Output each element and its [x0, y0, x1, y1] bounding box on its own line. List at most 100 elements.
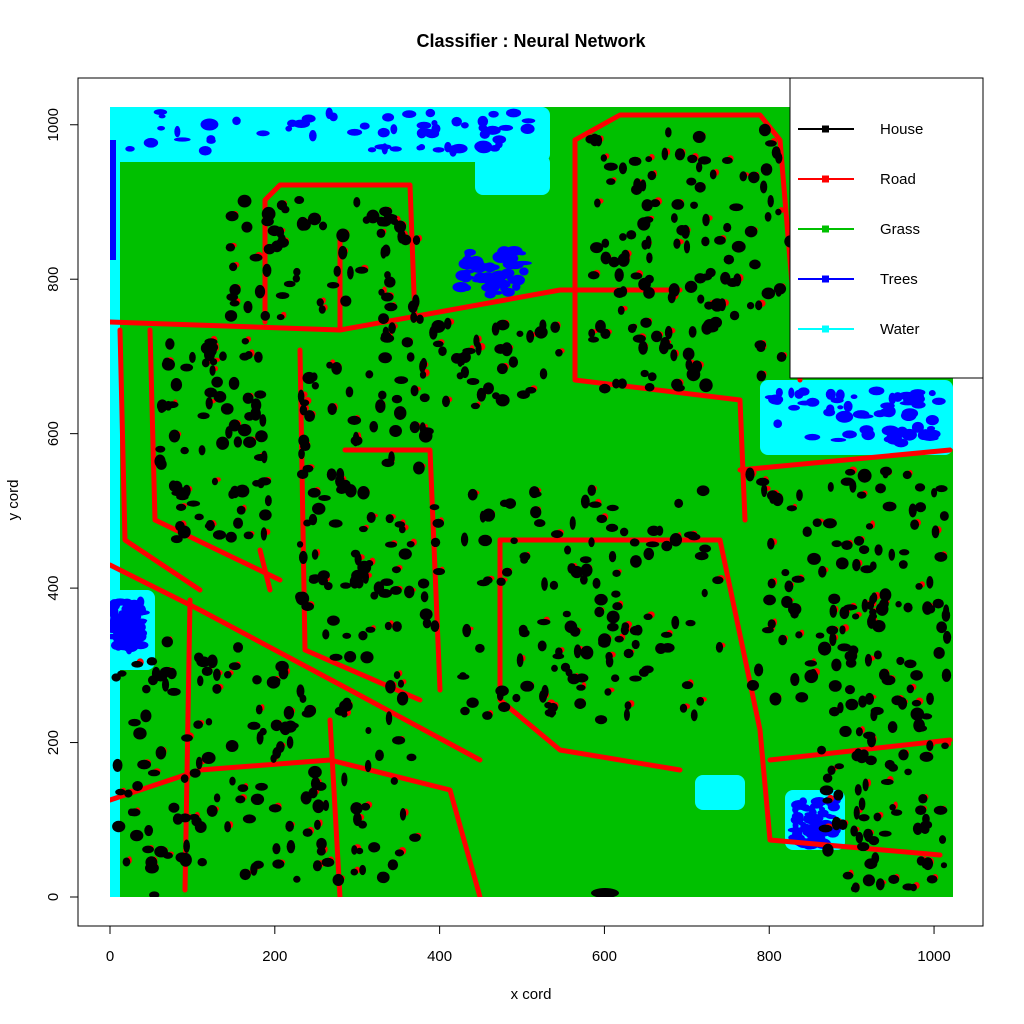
tree-speck — [206, 135, 216, 143]
house-blob — [709, 169, 717, 180]
house-blob — [765, 140, 777, 147]
house-blob — [773, 283, 787, 295]
house-blob — [919, 751, 934, 762]
y-tick-label: 400 — [45, 576, 62, 601]
house-blob — [268, 804, 282, 813]
house-blob — [608, 550, 617, 563]
house-blob — [406, 352, 415, 362]
house-blob — [375, 399, 386, 413]
x-tick-label: 800 — [757, 948, 782, 965]
house-blob — [316, 847, 326, 856]
house-blob — [564, 545, 572, 555]
tree-speck — [921, 434, 939, 441]
house-blob — [875, 602, 889, 616]
house-blob — [696, 696, 705, 706]
tree-speck — [498, 251, 507, 258]
house-blob — [756, 370, 767, 382]
house-blob — [679, 703, 688, 713]
house-blob — [912, 822, 923, 835]
house-blob — [580, 494, 590, 509]
house-blob — [398, 525, 406, 534]
house-blob — [837, 701, 844, 714]
legend-item-water: Water — [798, 321, 919, 338]
house-blob — [242, 814, 256, 824]
house-blob — [933, 805, 948, 815]
house-blob — [914, 724, 928, 732]
house-blob — [501, 567, 513, 577]
house-blob — [432, 340, 444, 348]
house-blob — [496, 363, 508, 375]
house-blob — [332, 873, 345, 886]
house-blob — [301, 601, 315, 611]
house-blob — [645, 541, 660, 548]
house-blob — [629, 675, 642, 682]
house-blob — [723, 222, 732, 233]
house-blob — [196, 656, 211, 668]
house-blob — [276, 200, 287, 211]
house-blob — [225, 739, 239, 753]
house-blob — [588, 328, 596, 338]
tree-speck — [795, 805, 804, 810]
house-blob — [347, 266, 354, 280]
house-blob — [567, 563, 577, 574]
house-blob — [241, 337, 249, 345]
house-blob — [632, 334, 646, 343]
house-blob — [858, 814, 870, 822]
house-blob — [186, 500, 201, 507]
house-blob — [412, 235, 421, 246]
house-blob — [204, 387, 218, 398]
tree-speck — [825, 388, 836, 400]
house-blob — [407, 300, 418, 313]
house-blob — [270, 754, 277, 763]
tree-speck — [837, 405, 844, 410]
tree-speck — [389, 146, 402, 152]
house-blob — [629, 538, 640, 547]
house-blob — [212, 683, 222, 694]
x-tick-label: 400 — [427, 948, 452, 965]
house-blob — [667, 291, 676, 304]
house-blob — [755, 300, 763, 311]
house-blob — [756, 477, 770, 486]
house-blob — [852, 558, 861, 572]
house-blob — [476, 387, 487, 402]
house-blob — [685, 619, 696, 627]
house-blob — [664, 325, 673, 340]
house-blob — [936, 621, 947, 634]
house-blob — [683, 240, 691, 254]
house-blob — [550, 530, 564, 539]
house-blob — [851, 882, 860, 893]
house-blob — [391, 566, 401, 574]
house-blob — [394, 376, 409, 384]
house-blob — [549, 580, 559, 590]
road-segment — [110, 562, 483, 763]
tree-speck — [900, 410, 917, 421]
tree-speck — [301, 114, 316, 123]
house-blob — [127, 808, 135, 817]
tree-speck — [932, 397, 946, 406]
house-blob — [670, 349, 678, 362]
road-segment — [257, 547, 273, 593]
house-blob — [397, 679, 405, 688]
house-blob — [701, 236, 710, 247]
tree-speck — [390, 124, 398, 135]
house-blob — [661, 540, 673, 552]
house-blob — [605, 523, 619, 532]
house-blob — [631, 639, 640, 650]
house-blob — [180, 363, 194, 372]
house-blob — [874, 544, 883, 556]
house-blob — [197, 858, 207, 867]
house-blob — [619, 527, 629, 537]
tree-speck — [928, 390, 936, 397]
house-blob — [237, 194, 252, 208]
house-blob — [723, 254, 735, 265]
tree-regions — [110, 107, 946, 850]
house-blob — [644, 383, 655, 392]
house-blob — [587, 271, 600, 280]
house-blob — [161, 358, 175, 371]
house-blob — [911, 699, 922, 707]
house-blob — [845, 698, 859, 711]
house-blob — [111, 673, 121, 682]
house-blob — [831, 658, 842, 672]
tree-speck — [888, 392, 897, 405]
house-blob — [496, 319, 510, 331]
